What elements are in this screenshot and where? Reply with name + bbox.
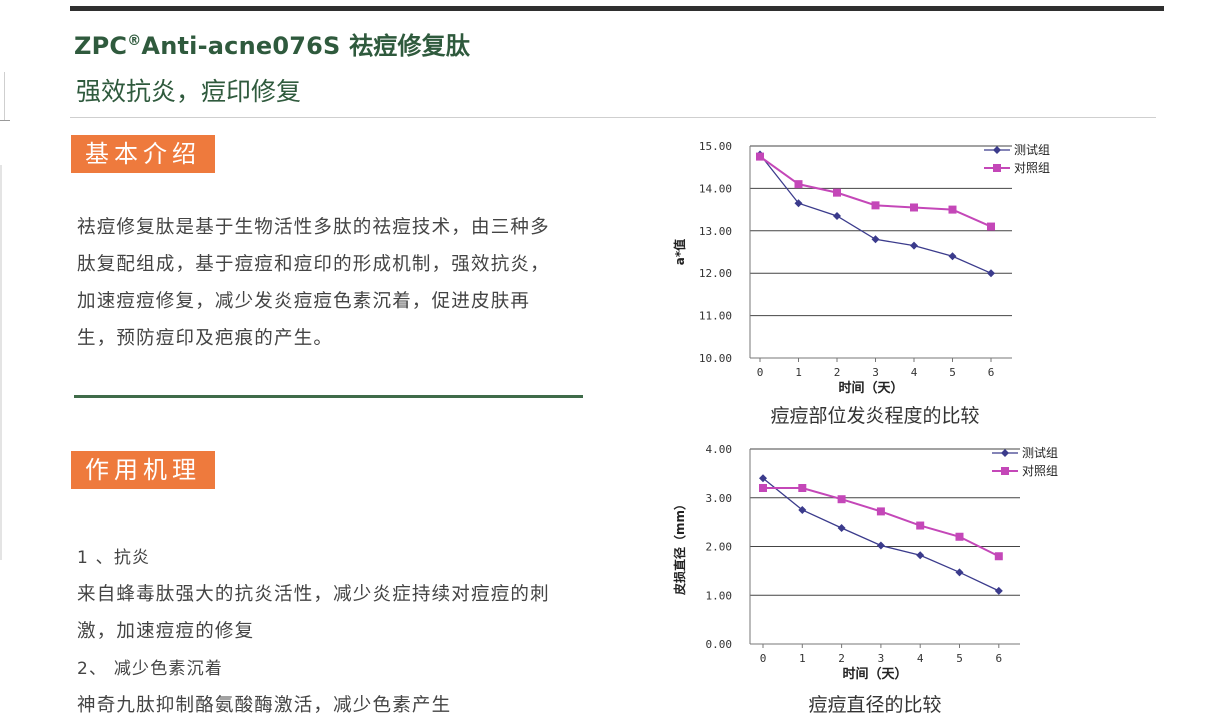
x-tick-label: 0 bbox=[757, 366, 764, 379]
x-tick-label: 0 bbox=[760, 652, 767, 665]
x-axis-label: 时间（天） bbox=[838, 380, 903, 396]
x-tick-label: 6 bbox=[995, 652, 1002, 665]
product-title: ZPC®Anti-acne076S 祛痘修复肽 bbox=[74, 26, 470, 61]
data-point-control-group bbox=[833, 188, 841, 197]
legend-marker-square bbox=[1001, 467, 1009, 475]
left-edge-marker bbox=[0, 72, 5, 120]
x-tick-label: 1 bbox=[795, 366, 802, 379]
data-point-test-group bbox=[798, 505, 807, 514]
mechanism-text-1b: 激，加速痘痘的修复 bbox=[77, 621, 255, 642]
data-point-control-group bbox=[910, 203, 918, 212]
legend-marker-diamond bbox=[993, 146, 1001, 154]
legend-label: 对照组 bbox=[1022, 464, 1058, 478]
data-point-test-group bbox=[759, 474, 767, 483]
legend-marker-square bbox=[993, 164, 1001, 172]
data-point-control-group bbox=[871, 201, 880, 210]
section-tag-mechanism: 作用机理 bbox=[71, 451, 215, 489]
intro-line-2: 肽复配组成，基于痘痘和痘印的形成机制，强效抗炎， bbox=[77, 254, 550, 275]
left-edge-tick bbox=[0, 120, 10, 121]
x-tick-label: 3 bbox=[872, 366, 879, 379]
intro-line-1: 祛痘修复肽是基于生物活性多肽的祛痘技术，由三种多 bbox=[77, 217, 550, 238]
product-brand: ZPC bbox=[74, 32, 128, 60]
legend-label: 测试组 bbox=[1022, 445, 1058, 460]
intro-line-3: 加速痘痘修复，减少发炎痘痘色素沉着，促进皮肤再 bbox=[77, 291, 531, 312]
y-tick-label: 11.00 bbox=[699, 310, 732, 323]
data-point-control-group bbox=[876, 507, 885, 516]
data-point-test-group bbox=[871, 235, 880, 244]
data-point-test-group bbox=[794, 199, 803, 208]
y-tick-label: 4.00 bbox=[706, 443, 733, 456]
chart-lesion-diameter: 0.00 1.00 2.00 3.00 4.00 0 1 2 3 4 5 6 时间（天） 皮损直径（mm）… bbox=[670, 435, 1090, 685]
registered-mark: ® bbox=[127, 33, 142, 49]
x-tick-label: 4 bbox=[911, 366, 918, 379]
data-point-control-group bbox=[756, 152, 764, 161]
mechanism-heading-2: 2、 减少色素沉着 bbox=[77, 659, 224, 679]
data-point-test-group bbox=[994, 586, 1003, 595]
section-tag-intro: 基本介绍 bbox=[71, 135, 215, 173]
product-subtitle: 强效抗炎，痘印修复 bbox=[76, 77, 302, 106]
mechanism-heading-1: 1 、抗炎 bbox=[77, 548, 151, 568]
x-tick-label: 5 bbox=[949, 366, 956, 379]
data-point-test-group bbox=[876, 541, 885, 550]
mechanism-text-1a: 来自蜂毒肽强大的抗炎活性，减少炎症持续对痘痘的刺 bbox=[77, 584, 550, 605]
y-tick-label: 12.00 bbox=[699, 267, 732, 280]
chart-lesion-diameter-caption: 痘痘直径的比较 bbox=[808, 694, 942, 716]
y-tick-label: 13.00 bbox=[699, 225, 732, 238]
data-point-control-group bbox=[798, 484, 807, 492]
y-tick-label: 15.00 bbox=[699, 140, 732, 153]
legend-marker-diamond bbox=[1001, 449, 1009, 457]
data-point-test-group bbox=[987, 269, 995, 278]
legend-label: 测试组 bbox=[1014, 142, 1050, 157]
chart-inflammation-caption: 痘痘部位发炎程度的比较 bbox=[770, 405, 980, 427]
left-edge-strip bbox=[0, 165, 2, 560]
x-axis-label: 时间（天） bbox=[842, 666, 907, 682]
x-tick-label: 5 bbox=[956, 652, 963, 665]
data-point-test-group bbox=[833, 211, 841, 220]
data-point-test-group bbox=[955, 568, 964, 577]
legend-label: 对照组 bbox=[1014, 161, 1050, 175]
data-point-control-group bbox=[794, 180, 803, 189]
chart-lesion-diameter-svg: 0.00 1.00 2.00 3.00 4.00 0 1 2 3 4 5 6 时间（天） 皮损直径（mm）… bbox=[672, 443, 1058, 682]
y-tick-label: 3.00 bbox=[706, 492, 733, 505]
section-divider bbox=[74, 395, 583, 398]
y-tick-label: 14.00 bbox=[699, 182, 732, 195]
y-tick-label: 2.00 bbox=[706, 541, 733, 554]
top-border-bar bbox=[70, 6, 1164, 11]
mechanism-text-2a: 神奇九肽抑制酪氨酸酶激活，减少色素产生 bbox=[77, 695, 452, 716]
x-tick-label: 2 bbox=[838, 652, 845, 665]
y-tick-label: 1.00 bbox=[706, 589, 733, 602]
chart-inflammation-svg: 10.00 11.00 12.00 13.00 14.00 15.00 0 1 2 3 4 5 6 时间（… bbox=[672, 140, 1050, 396]
data-point-control-group bbox=[916, 521, 925, 530]
series-line-control-group bbox=[759, 155, 992, 228]
y-tick-label: 0.00 bbox=[706, 638, 733, 651]
y-axis-label: a*值 bbox=[672, 239, 687, 265]
x-tick-label: 1 bbox=[799, 652, 806, 665]
data-point-control-group bbox=[837, 495, 846, 504]
data-point-control-group bbox=[948, 205, 957, 214]
x-tick-label: 4 bbox=[917, 652, 924, 665]
data-point-test-group bbox=[837, 523, 846, 532]
data-point-control-group bbox=[759, 484, 767, 492]
series-line-test-group bbox=[759, 154, 992, 274]
data-point-test-group bbox=[910, 241, 918, 250]
data-point-test-group bbox=[948, 252, 957, 261]
chart-inflammation: 10.00 11.00 12.00 13.00 14.00 15.00 0 1 2 3 4 5 6 时间（… bbox=[670, 130, 1090, 400]
y-axis-label: 皮损直径（mm） bbox=[672, 498, 687, 596]
data-point-test-group bbox=[916, 551, 925, 560]
data-point-control-group bbox=[987, 222, 995, 231]
y-tick-label: 10.00 bbox=[699, 352, 732, 365]
x-tick-label: 6 bbox=[988, 366, 995, 379]
x-tick-label: 3 bbox=[878, 652, 885, 665]
product-name: Anti-acne076S 祛痘修复肽 bbox=[141, 32, 471, 60]
intro-line-4: 生，预防痘印及疤痕的产生。 bbox=[77, 328, 334, 349]
data-point-control-group bbox=[955, 532, 964, 541]
header-divider bbox=[70, 117, 1156, 118]
x-tick-label: 2 bbox=[834, 366, 841, 379]
data-point-control-group bbox=[994, 552, 1003, 561]
